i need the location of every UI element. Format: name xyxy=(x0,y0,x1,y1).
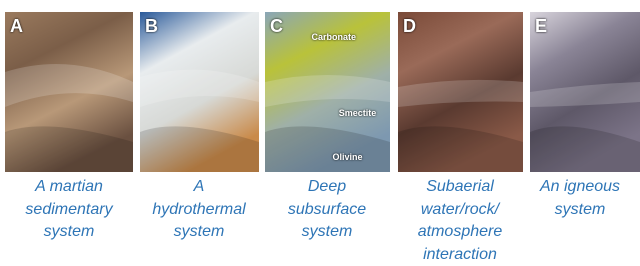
caption-line: system xyxy=(0,221,139,244)
caption-line: Deep xyxy=(257,176,397,199)
caption-line: system xyxy=(129,221,269,244)
photo-panel: D xyxy=(398,12,523,172)
photo-panel: B xyxy=(140,12,259,172)
caption-line: water/rock/ xyxy=(390,199,530,222)
image-label: Carbonate xyxy=(311,32,356,42)
panel-letter: B xyxy=(145,16,158,37)
panel-letter: E xyxy=(535,16,547,37)
photo-panel: C Carbonate Smectite Olivine xyxy=(265,12,390,172)
caption-line: A martian xyxy=(0,176,139,199)
caption-line: A xyxy=(129,176,269,199)
caption-line: subsurface xyxy=(257,199,397,222)
caption-line: interaction xyxy=(390,244,530,266)
caption-line: Subaerial xyxy=(390,176,530,199)
image-label: Olivine xyxy=(332,152,362,162)
image-label: Smectite xyxy=(339,108,377,118)
caption-line: system xyxy=(510,199,640,222)
photo xyxy=(5,12,133,172)
caption-line: An igneous xyxy=(510,176,640,199)
panel-letter: A xyxy=(10,16,23,37)
photo-panel: E xyxy=(530,12,640,172)
photo-panel: A xyxy=(5,12,133,172)
caption-line: system xyxy=(257,221,397,244)
caption-line: sedimentary xyxy=(0,199,139,222)
panel-letter: D xyxy=(403,16,416,37)
panel-letter: C xyxy=(270,16,283,37)
caption-line: hydrothermal xyxy=(129,199,269,222)
photo xyxy=(398,12,523,172)
caption-line: atmosphere xyxy=(390,221,530,244)
